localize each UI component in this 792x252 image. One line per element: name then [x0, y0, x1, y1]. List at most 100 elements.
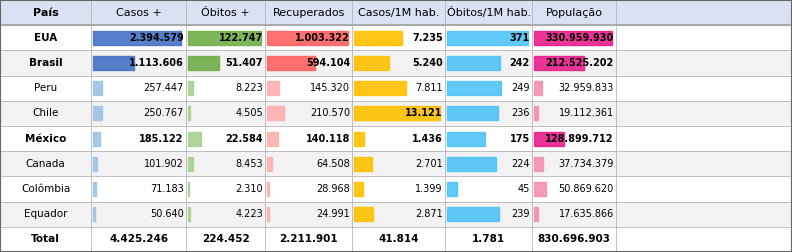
- Bar: [534, 207, 538, 221]
- Text: 250.767: 250.767: [143, 108, 184, 118]
- Bar: [93, 106, 102, 120]
- Text: 45: 45: [517, 184, 530, 194]
- Text: 4.223: 4.223: [235, 209, 263, 219]
- Text: 51.407: 51.407: [226, 58, 263, 68]
- Bar: [447, 31, 527, 45]
- Text: 17.635.866: 17.635.866: [558, 209, 614, 219]
- Text: Canada: Canada: [25, 159, 66, 169]
- Bar: [534, 157, 543, 171]
- Text: 7.235: 7.235: [412, 33, 443, 43]
- Text: 2.211.901: 2.211.901: [280, 234, 338, 244]
- Bar: [267, 182, 269, 196]
- Text: 1.399: 1.399: [415, 184, 443, 194]
- Bar: [267, 81, 279, 95]
- Bar: [354, 31, 402, 45]
- Text: 239: 239: [512, 209, 530, 219]
- Bar: [93, 81, 102, 95]
- Bar: [534, 56, 584, 70]
- Text: 210.570: 210.570: [310, 108, 350, 118]
- Text: 224: 224: [511, 159, 530, 169]
- Bar: [354, 157, 372, 171]
- Bar: [0, 0, 792, 25]
- Text: 37.734.379: 37.734.379: [558, 159, 614, 169]
- Bar: [93, 182, 96, 196]
- Text: 2.394.579: 2.394.579: [129, 33, 184, 43]
- Text: 236: 236: [512, 108, 530, 118]
- Text: País: País: [32, 8, 59, 18]
- Bar: [0, 126, 792, 151]
- Text: 101.902: 101.902: [144, 159, 184, 169]
- Text: 22.584: 22.584: [225, 134, 263, 144]
- Bar: [267, 106, 284, 120]
- Text: 140.118: 140.118: [306, 134, 350, 144]
- Text: 4.425.246: 4.425.246: [109, 234, 168, 244]
- Text: 122.747: 122.747: [219, 33, 263, 43]
- Bar: [354, 182, 364, 196]
- Text: Casos/1M hab.: Casos/1M hab.: [358, 8, 440, 18]
- Text: Chile: Chile: [32, 108, 59, 118]
- Text: 128.899.712: 128.899.712: [546, 134, 614, 144]
- Bar: [93, 31, 181, 45]
- Bar: [354, 56, 389, 70]
- Text: 8.223: 8.223: [235, 83, 263, 93]
- Bar: [447, 106, 498, 120]
- Bar: [267, 132, 278, 145]
- Bar: [447, 182, 457, 196]
- Text: Colômbia: Colômbia: [21, 184, 70, 194]
- Text: 32.959.833: 32.959.833: [558, 83, 614, 93]
- Bar: [0, 176, 792, 202]
- Text: 594.104: 594.104: [306, 58, 350, 68]
- Bar: [267, 157, 272, 171]
- Bar: [447, 157, 496, 171]
- Text: 13.121: 13.121: [406, 108, 443, 118]
- Bar: [447, 207, 499, 221]
- Text: Equador: Equador: [24, 209, 67, 219]
- Text: 50.640: 50.640: [150, 209, 184, 219]
- Text: 224.452: 224.452: [202, 234, 249, 244]
- Text: 19.112.361: 19.112.361: [558, 108, 614, 118]
- Bar: [93, 56, 134, 70]
- Bar: [447, 81, 501, 95]
- Text: 145.320: 145.320: [310, 83, 350, 93]
- Text: Total: Total: [31, 234, 60, 244]
- Text: 371: 371: [509, 33, 530, 43]
- Text: 5.240: 5.240: [412, 58, 443, 68]
- Bar: [354, 132, 364, 145]
- Bar: [188, 56, 219, 70]
- Text: Casos +: Casos +: [116, 8, 162, 18]
- Text: 212.525.202: 212.525.202: [546, 58, 614, 68]
- Text: EUA: EUA: [34, 33, 57, 43]
- Bar: [0, 202, 792, 227]
- Bar: [354, 207, 373, 221]
- Bar: [354, 81, 406, 95]
- Bar: [93, 207, 95, 221]
- Bar: [354, 106, 440, 120]
- Text: População: População: [546, 8, 603, 18]
- Text: 50.869.620: 50.869.620: [558, 184, 614, 194]
- Bar: [0, 151, 792, 176]
- Text: 249: 249: [512, 83, 530, 93]
- Bar: [0, 25, 792, 50]
- Text: Peru: Peru: [34, 83, 57, 93]
- Bar: [188, 132, 201, 145]
- Bar: [188, 157, 192, 171]
- Bar: [93, 157, 97, 171]
- Bar: [267, 207, 269, 221]
- Bar: [267, 56, 315, 70]
- Text: 64.508: 64.508: [316, 159, 350, 169]
- Bar: [188, 182, 189, 196]
- Bar: [188, 31, 261, 45]
- Text: Óbitos +: Óbitos +: [201, 8, 250, 18]
- Bar: [534, 31, 612, 45]
- Bar: [188, 106, 190, 120]
- Bar: [534, 81, 542, 95]
- Bar: [0, 76, 792, 101]
- Text: 1.436: 1.436: [412, 134, 443, 144]
- Text: 41.814: 41.814: [379, 234, 419, 244]
- Text: 2.871: 2.871: [415, 209, 443, 219]
- Text: Brasil: Brasil: [29, 58, 63, 68]
- Text: México: México: [25, 134, 67, 144]
- Text: 257.447: 257.447: [143, 83, 184, 93]
- Bar: [534, 132, 565, 145]
- Text: Óbitos/1M hab.: Óbitos/1M hab.: [447, 7, 531, 18]
